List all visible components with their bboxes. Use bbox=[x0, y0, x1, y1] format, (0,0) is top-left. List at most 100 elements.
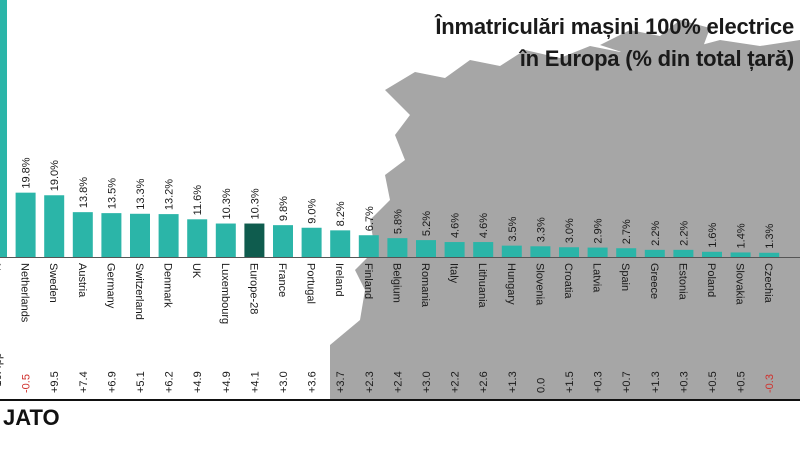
bottom-divider bbox=[0, 399, 800, 401]
value-label-greece: 2.2% bbox=[650, 221, 662, 246]
value-label-uk: 11.6% bbox=[192, 185, 204, 216]
value-label-ireland: 8.2% bbox=[335, 201, 347, 226]
category-label-austria: Austria bbox=[76, 263, 88, 298]
source-label: JATO bbox=[3, 405, 60, 430]
value-label-estonia: 2.2% bbox=[678, 221, 690, 246]
change-label-portugal: +3.6 bbox=[307, 371, 319, 393]
change-label-poland: +0.5 bbox=[707, 371, 719, 393]
change-label-netherlands: -0.5 bbox=[21, 374, 33, 393]
value-label-slovenia: 3.3% bbox=[535, 217, 547, 242]
chart-title-line-1: Înmatriculări mașini 100% electrice bbox=[435, 14, 794, 39]
value-label-germany: 13.5% bbox=[106, 178, 118, 209]
category-label-uk: UK bbox=[190, 263, 202, 279]
bar-latvia bbox=[587, 247, 608, 257]
bar-austria bbox=[72, 212, 93, 257]
category-label-greece: Greece bbox=[648, 263, 660, 299]
value-label-sweden: 19.0% bbox=[49, 160, 61, 191]
value-label-luxembourg: 10.3% bbox=[221, 188, 233, 219]
bar-portugal bbox=[301, 227, 322, 257]
change-label-slovakia: +0.5 bbox=[736, 371, 748, 393]
category-label-belgium: Belgium bbox=[390, 263, 402, 303]
change-label-austria: +7.4 bbox=[78, 371, 90, 393]
category-label-croatia: Croatia bbox=[562, 263, 574, 299]
change-label-hungary: +1.3 bbox=[507, 371, 519, 393]
bar-belgium bbox=[387, 238, 408, 257]
category-label-estonia: Estonia bbox=[676, 263, 688, 301]
category-label-finland: Finland bbox=[362, 263, 374, 299]
category-label-luxembourg: Luxembourg bbox=[219, 263, 231, 324]
change-label-ireland: +3.7 bbox=[335, 371, 347, 393]
category-label-sweden: Sweden bbox=[47, 263, 59, 303]
value-label-romania: 5.2% bbox=[421, 211, 433, 236]
category-label-czechia: Czechia bbox=[762, 263, 774, 304]
category-label-netherlands: Netherlands bbox=[19, 263, 31, 323]
category-label-switzerland: Switzerland bbox=[133, 263, 145, 320]
category-label-latvia: Latvia bbox=[591, 263, 603, 293]
bar-finland bbox=[358, 235, 379, 257]
change-label-norway: +16.4pp bbox=[0, 353, 4, 393]
category-label-lithuania: Lithuania bbox=[476, 263, 488, 309]
category-label-slovenia: Slovenia bbox=[533, 263, 545, 306]
change-label-italy: +2.2 bbox=[450, 371, 462, 393]
change-label-belgium: +2.4 bbox=[392, 371, 404, 393]
value-label-hungary: 3.5% bbox=[507, 216, 519, 241]
bar-lithuania bbox=[473, 242, 494, 257]
change-label-lithuania: +2.6 bbox=[478, 371, 490, 393]
bar-croatia bbox=[559, 247, 579, 257]
category-label-poland: Poland bbox=[705, 263, 717, 297]
change-label-croatia: +1.5 bbox=[564, 371, 576, 393]
change-label-romania: +3.0 bbox=[421, 371, 433, 393]
bar-slovakia bbox=[730, 252, 751, 257]
bar-denmark bbox=[158, 214, 179, 257]
value-label-croatia: 3.0% bbox=[564, 218, 576, 243]
category-label-germany: Germany bbox=[104, 263, 116, 309]
bar-chart: Norway +16.4pp 19.8% Netherlands -0.5 19.0% Sw… bbox=[0, 0, 800, 400]
value-label-italy: 4.6% bbox=[450, 213, 462, 238]
change-label-latvia: +0.3 bbox=[593, 371, 605, 393]
bar-uk bbox=[187, 219, 208, 257]
change-label-switzerland: +5.1 bbox=[135, 371, 147, 393]
bar-greece bbox=[644, 249, 665, 257]
bar-luxembourg bbox=[215, 223, 236, 257]
bar-switzerland bbox=[130, 213, 150, 257]
bar-italy bbox=[444, 242, 465, 257]
change-label-estonia: +0.3 bbox=[678, 371, 690, 393]
value-label-latvia: 2.9% bbox=[593, 218, 605, 243]
change-label-denmark: +6.2 bbox=[164, 371, 176, 393]
category-label-france: France bbox=[276, 263, 288, 297]
category-label-europe-28: Europe-28 bbox=[247, 263, 259, 314]
europe-map-background bbox=[330, 20, 800, 400]
value-label-switzerland: 13.3% bbox=[135, 178, 147, 209]
bar-estonia bbox=[673, 249, 694, 257]
change-label-finland: +2.3 bbox=[364, 371, 376, 393]
value-label-slovakia: 1.4% bbox=[736, 223, 748, 248]
bar-spain bbox=[616, 248, 637, 257]
change-label-greece: +1.3 bbox=[650, 371, 662, 393]
category-label-slovakia: Slovakia bbox=[734, 263, 746, 305]
category-label-romania: Romania bbox=[419, 263, 431, 308]
category-label-spain: Spain bbox=[619, 263, 631, 291]
value-label-portugal: 9.0% bbox=[307, 198, 319, 223]
bar-norway bbox=[0, 0, 7, 257]
category-label-norway: Norway bbox=[0, 263, 2, 301]
bar-ireland bbox=[330, 230, 351, 257]
category-label-denmark: Denmark bbox=[162, 263, 174, 308]
category-label-italy: Italy bbox=[448, 263, 460, 284]
value-label-finland: 6.7% bbox=[364, 206, 376, 231]
bar-netherlands bbox=[15, 192, 36, 257]
bar-slovenia bbox=[530, 246, 551, 257]
bar-europe-28 bbox=[244, 223, 265, 257]
value-label-czechia: 1.3% bbox=[764, 223, 776, 248]
change-label-czechia: -0.3 bbox=[764, 374, 776, 393]
bar-czechia bbox=[759, 252, 780, 257]
category-label-hungary: Hungary bbox=[505, 263, 517, 305]
bar-germany bbox=[101, 213, 122, 257]
value-label-spain: 2.7% bbox=[621, 219, 633, 244]
change-label-luxembourg: +4.9 bbox=[221, 371, 233, 393]
value-label-poland: 1.6% bbox=[707, 223, 719, 248]
value-label-lithuania: 4.6% bbox=[478, 213, 490, 238]
change-label-sweden: +9.5 bbox=[49, 371, 61, 393]
value-label-denmark: 13.2% bbox=[164, 179, 176, 210]
change-label-france: +3.0 bbox=[278, 371, 290, 393]
